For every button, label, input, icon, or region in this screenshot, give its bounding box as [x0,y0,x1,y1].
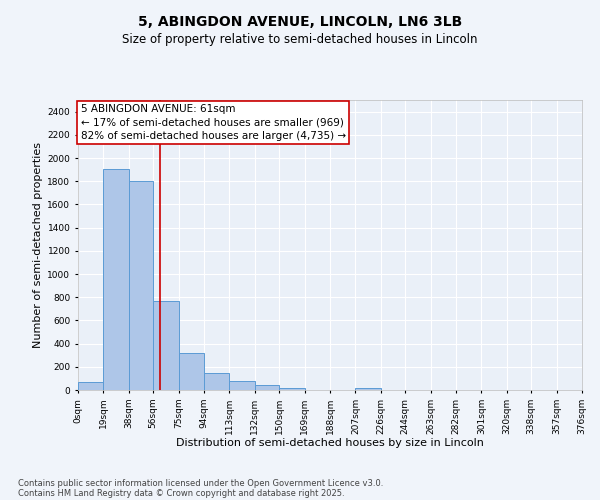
X-axis label: Distribution of semi-detached houses by size in Lincoln: Distribution of semi-detached houses by … [176,438,484,448]
Text: 5 ABINGDON AVENUE: 61sqm
← 17% of semi-detached houses are smaller (969)
82% of : 5 ABINGDON AVENUE: 61sqm ← 17% of semi-d… [80,104,346,141]
Text: Contains public sector information licensed under the Open Government Licence v3: Contains public sector information licen… [18,478,383,488]
Bar [204,372,229,390]
Text: Contains HM Land Registry data © Crown copyright and database right 2025.: Contains HM Land Registry data © Crown c… [18,488,344,498]
Text: Size of property relative to semi-detached houses in Lincoln: Size of property relative to semi-detach… [122,32,478,46]
Bar [255,386,279,390]
Y-axis label: Number of semi-detached properties: Number of semi-detached properties [33,142,43,348]
Bar [78,382,103,390]
Bar [179,353,204,390]
Bar [103,169,129,390]
Text: 5, ABINGDON AVENUE, LINCOLN, LN6 3LB: 5, ABINGDON AVENUE, LINCOLN, LN6 3LB [138,15,462,29]
Bar [355,388,381,390]
Bar [129,181,153,390]
Bar [279,388,305,390]
Bar [229,380,255,390]
Bar [153,300,179,390]
